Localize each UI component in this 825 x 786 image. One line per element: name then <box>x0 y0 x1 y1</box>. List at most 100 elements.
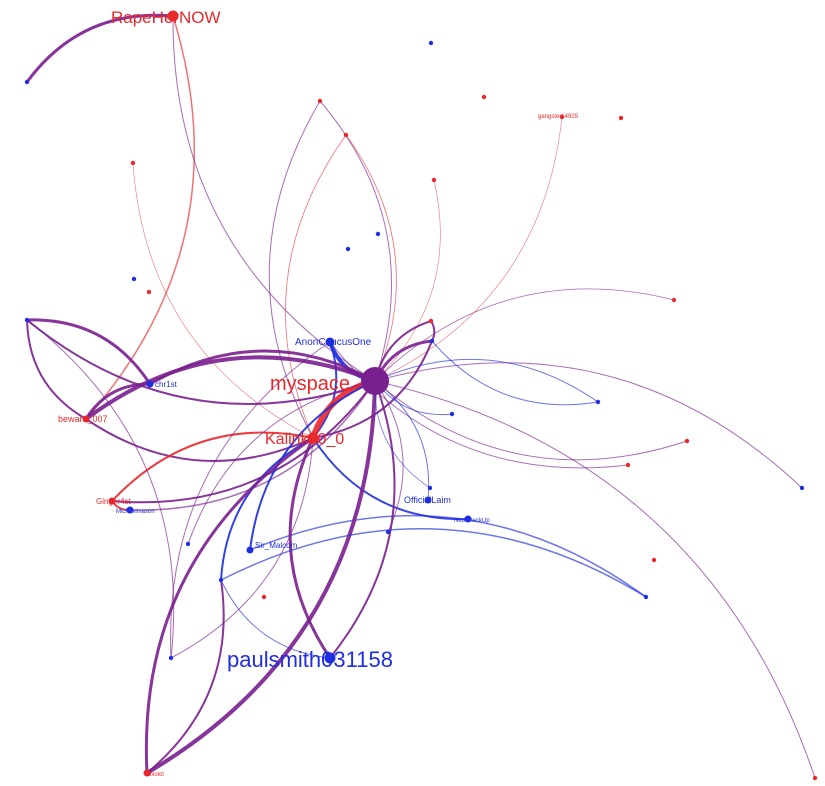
node-tb13[interactable] <box>643 594 649 600</box>
node-label: OfficialLaim <box>404 495 451 505</box>
node-tb4[interactable] <box>131 276 137 282</box>
edge-tr9-tb6 <box>430 320 436 342</box>
node-beware[interactable]: beware_007 <box>58 414 108 424</box>
node-dot[interactable] <box>24 79 30 85</box>
node-dot[interactable] <box>317 98 323 104</box>
node-dot[interactable] <box>143 769 151 777</box>
node-tr3[interactable] <box>343 132 349 138</box>
node-dot[interactable] <box>431 177 437 183</box>
node-dot[interactable] <box>449 411 455 417</box>
node-dot[interactable] <box>307 432 319 444</box>
node-tr9[interactable] <box>428 318 434 324</box>
node-rape[interactable]: RapeHerNOW <box>111 8 221 27</box>
node-tb2[interactable] <box>375 231 381 237</box>
node-tb12[interactable] <box>185 541 191 547</box>
node-dot[interactable] <box>427 485 433 491</box>
node-nwaccount[interactable] <box>24 79 30 85</box>
node-dot[interactable] <box>428 40 434 46</box>
node-mal[interactable]: Sir_Malcom <box>246 541 298 554</box>
edge-tb5-tb15 <box>26 319 175 659</box>
node-dot[interactable] <box>618 115 624 121</box>
node-label: paulsmith031158 <box>227 647 393 672</box>
node-tb1[interactable] <box>428 40 434 46</box>
node-dot[interactable] <box>428 318 434 324</box>
node-dot[interactable] <box>146 380 154 388</box>
node-chr[interactable]: chr1st <box>146 380 178 389</box>
node-tr12[interactable] <box>261 594 267 600</box>
node-dot[interactable] <box>324 652 336 664</box>
node-tb11[interactable] <box>799 485 805 491</box>
node-dot[interactable] <box>126 506 134 514</box>
node-tr14[interactable] <box>812 775 818 781</box>
node-tr10[interactable] <box>684 438 690 444</box>
node-anon[interactable]: AnonCaucusOne <box>295 337 372 348</box>
node-mic[interactable]: Michaelmason <box>116 506 155 516</box>
node-ganga[interactable]: gangster14925 <box>538 114 579 120</box>
node-tr5[interactable] <box>618 115 624 121</box>
node-dot[interactable] <box>185 541 191 547</box>
node-dot[interactable] <box>651 557 657 563</box>
edge-rape-hub <box>172 15 376 382</box>
node-tb15[interactable] <box>168 655 174 661</box>
node-dot[interactable] <box>625 462 631 468</box>
edge-hub-mal <box>249 380 376 551</box>
node-tb9[interactable] <box>427 485 433 491</box>
node-tr6[interactable] <box>671 297 677 303</box>
node-dot[interactable] <box>168 655 174 661</box>
node-tr11[interactable] <box>625 462 631 468</box>
node-dot[interactable] <box>131 276 137 282</box>
node-tr4[interactable] <box>431 177 437 183</box>
node-dot[interactable] <box>559 114 565 120</box>
node-tb8[interactable] <box>449 411 455 417</box>
node-dot[interactable] <box>595 399 601 405</box>
node-xoxo[interactable]: xoxolol <box>143 769 164 779</box>
edge-tr1-kal <box>268 100 321 439</box>
node-dot[interactable] <box>108 497 116 505</box>
node-tr1[interactable] <box>317 98 323 104</box>
node-dot[interactable] <box>345 246 351 252</box>
node-gin[interactable]: Ginger4st <box>96 497 131 506</box>
node-dot[interactable] <box>481 94 487 100</box>
node-dot[interactable] <box>671 297 677 303</box>
node-dot[interactable] <box>361 367 389 395</box>
edge-anon-tb15 <box>170 341 331 659</box>
node-dot[interactable] <box>218 577 224 583</box>
node-dot[interactable] <box>167 10 179 22</box>
node-dot[interactable] <box>643 594 649 600</box>
node-dot[interactable] <box>812 775 818 781</box>
edge-rape-nwaccount <box>25 13 174 83</box>
node-tb7[interactable] <box>595 399 601 405</box>
node-dot[interactable] <box>464 515 472 523</box>
node-tb14[interactable] <box>218 577 224 583</box>
node-tb6[interactable] <box>429 338 435 344</box>
node-kal[interactable]: Kalinka0_0 <box>265 431 344 448</box>
node-dot[interactable] <box>424 496 432 504</box>
node-tb3[interactable] <box>345 246 351 252</box>
node-label: gangster14925 <box>538 114 579 120</box>
node-hub[interactable]: myspace <box>270 367 389 395</box>
node-dot[interactable] <box>343 132 349 138</box>
node-tr2[interactable] <box>130 160 136 166</box>
node-dot[interactable] <box>799 485 805 491</box>
node-dot[interactable] <box>246 546 254 554</box>
node-tr13[interactable] <box>651 557 657 563</box>
node-dot[interactable] <box>429 338 435 344</box>
node-check[interactable]: NedCheckUp <box>454 515 490 525</box>
node-dot[interactable] <box>375 231 381 237</box>
node-tb5[interactable] <box>24 317 30 323</box>
node-tr7[interactable] <box>146 289 152 295</box>
edge-tr3-hub <box>345 134 397 382</box>
node-dot[interactable] <box>684 438 690 444</box>
node-laim[interactable]: OfficialLaim <box>404 495 451 505</box>
node-dot[interactable] <box>24 317 30 323</box>
node-dot[interactable] <box>146 289 152 295</box>
node-dot[interactable] <box>385 529 391 535</box>
node-dot[interactable] <box>82 415 90 423</box>
node-tr8[interactable] <box>481 94 487 100</box>
node-dot[interactable] <box>130 160 136 166</box>
node-dot[interactable] <box>261 594 267 600</box>
node-paul[interactable]: paulsmith031158 <box>227 647 393 672</box>
node-dot[interactable] <box>325 337 335 347</box>
node-label: RapeHerNOW <box>111 8 221 27</box>
node-tb10[interactable] <box>385 529 391 535</box>
